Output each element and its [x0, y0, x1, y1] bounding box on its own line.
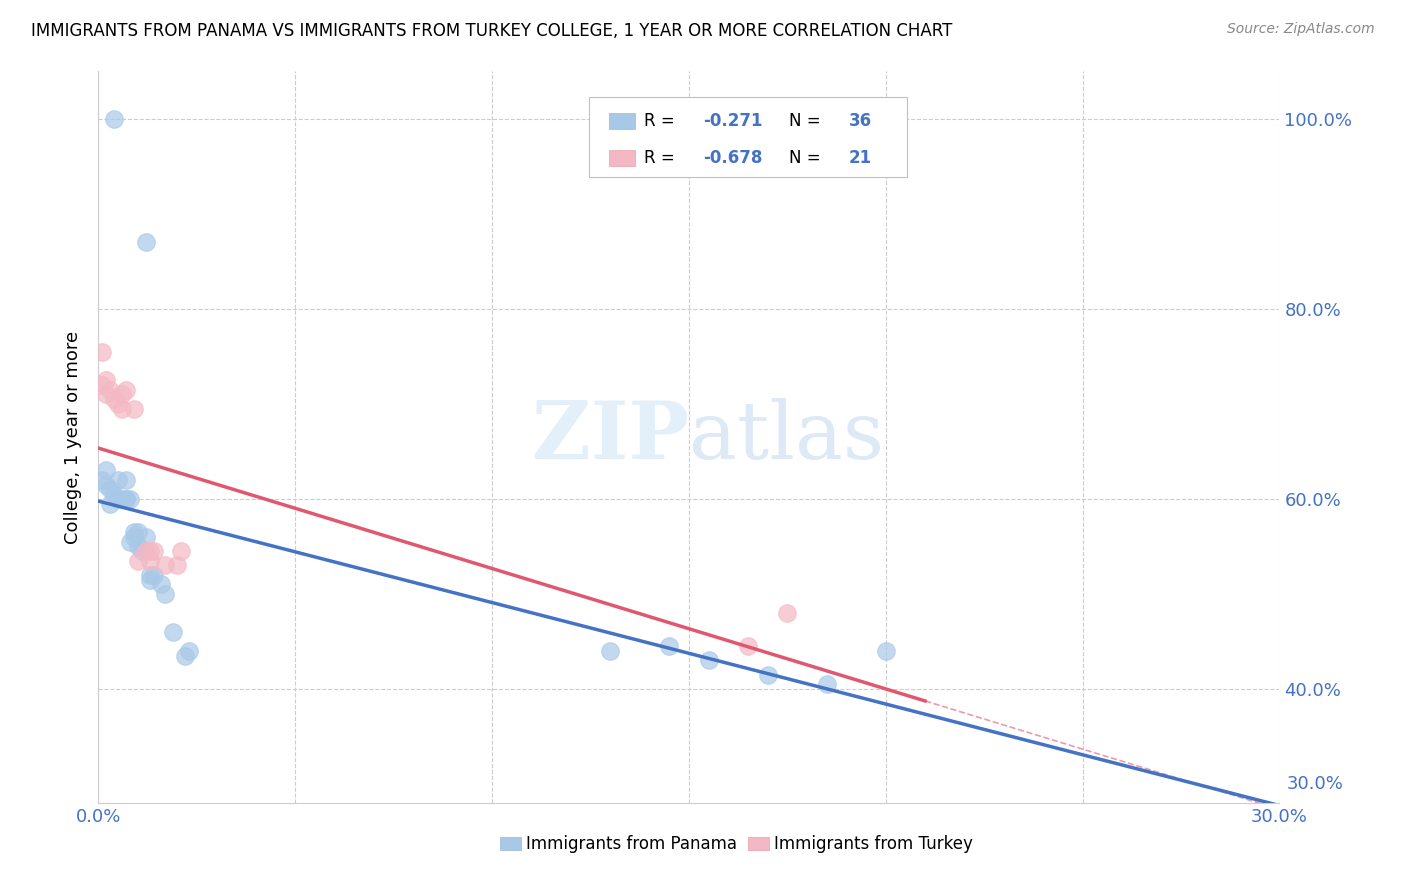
Text: -0.271: -0.271	[703, 112, 762, 130]
Point	[142, 544, 165, 558]
Point	[111, 491, 134, 506]
Text: N =: N =	[789, 149, 831, 167]
Point	[98, 483, 121, 497]
Point	[697, 653, 720, 667]
Point	[103, 487, 125, 501]
Point	[658, 639, 681, 653]
Point	[111, 387, 134, 401]
Text: 36: 36	[848, 112, 872, 130]
Point	[96, 387, 118, 401]
Point	[103, 112, 125, 126]
Point	[142, 567, 165, 582]
Point	[98, 497, 121, 511]
Point	[756, 667, 779, 681]
Point	[875, 644, 897, 658]
Point	[135, 530, 157, 544]
Text: atlas: atlas	[689, 398, 884, 476]
Text: R =: R =	[644, 149, 685, 167]
Point	[166, 558, 188, 573]
Point	[118, 534, 141, 549]
Text: 30.0%: 30.0%	[1286, 775, 1343, 793]
Point	[118, 491, 141, 506]
Point	[138, 553, 160, 567]
Point	[91, 344, 114, 359]
FancyBboxPatch shape	[589, 97, 907, 178]
Text: -0.678: -0.678	[703, 149, 762, 167]
Point	[107, 473, 129, 487]
Bar	[609, 113, 634, 129]
Text: R =: R =	[644, 112, 685, 130]
Text: N =: N =	[789, 112, 831, 130]
Text: ZIP: ZIP	[531, 398, 689, 476]
Point	[127, 539, 149, 553]
Point	[107, 397, 129, 411]
Point	[115, 473, 138, 487]
Point	[91, 473, 114, 487]
Bar	[501, 838, 522, 850]
Point	[138, 544, 160, 558]
Bar	[748, 838, 769, 850]
Point	[737, 639, 759, 653]
Point	[91, 377, 114, 392]
Bar	[609, 150, 634, 166]
Point	[127, 553, 149, 567]
Point	[599, 644, 621, 658]
Point	[98, 383, 121, 397]
Text: IMMIGRANTS FROM PANAMA VS IMMIGRANTS FROM TURKEY COLLEGE, 1 YEAR OR MORE CORRELA: IMMIGRANTS FROM PANAMA VS IMMIGRANTS FRO…	[31, 22, 952, 40]
Point	[122, 401, 145, 416]
Point	[155, 587, 177, 601]
Point	[115, 491, 138, 506]
Text: 21: 21	[848, 149, 872, 167]
Point	[96, 373, 118, 387]
Point	[776, 606, 799, 620]
Point	[115, 383, 138, 397]
Text: Source: ZipAtlas.com: Source: ZipAtlas.com	[1227, 22, 1375, 37]
Point	[177, 644, 200, 658]
Point	[815, 677, 838, 691]
Point	[155, 558, 177, 573]
Point	[131, 544, 153, 558]
Point	[127, 524, 149, 539]
Point	[150, 577, 173, 591]
Point	[115, 491, 138, 506]
Point	[96, 463, 118, 477]
Point	[107, 491, 129, 506]
Text: Immigrants from Panama: Immigrants from Panama	[526, 835, 737, 853]
Point	[135, 544, 157, 558]
Point	[170, 544, 193, 558]
Point	[122, 524, 145, 539]
Point	[122, 530, 145, 544]
Y-axis label: College, 1 year or more: College, 1 year or more	[65, 331, 83, 543]
Point	[162, 624, 184, 639]
Point	[138, 567, 160, 582]
Point	[174, 648, 197, 663]
Point	[111, 401, 134, 416]
Point	[138, 573, 160, 587]
Point	[96, 477, 118, 491]
Text: Immigrants from Turkey: Immigrants from Turkey	[773, 835, 973, 853]
Point	[103, 392, 125, 406]
Point	[135, 235, 157, 250]
